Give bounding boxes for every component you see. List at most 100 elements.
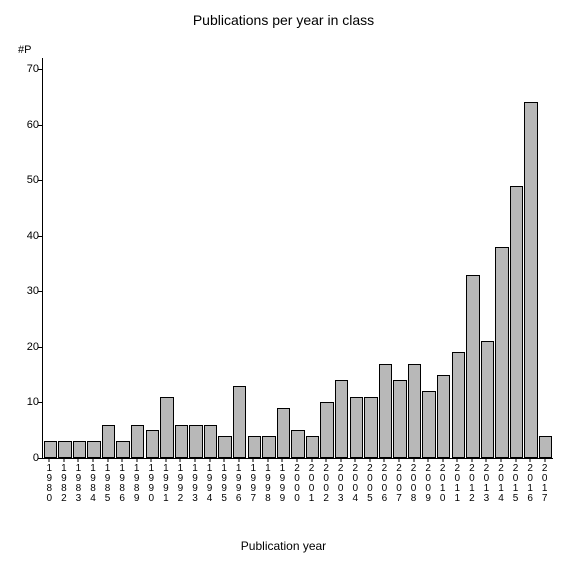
bar [350,397,363,458]
x-tick-label: 1 9 9 7 [251,464,257,504]
x-tick-label: 1 9 8 9 [134,464,140,504]
x-tick-mark [224,458,225,462]
x-tick-mark [340,458,341,462]
x-tick-label: 1 9 9 0 [149,464,155,504]
x-tick-mark [413,458,414,462]
bar [175,425,188,458]
bar [335,380,348,458]
y-tick-mark [38,291,43,292]
y-tick-mark [38,125,43,126]
x-tick-mark [165,458,166,462]
bar [306,436,319,458]
bar [131,425,144,458]
bar [262,436,275,458]
x-tick-label: 1 9 8 3 [76,464,82,504]
x-tick-mark [93,458,94,462]
bar [452,352,465,458]
bar [510,186,523,458]
chart-container: Publications per year in class #P 010203… [0,0,567,567]
bar [539,436,552,458]
x-tick-mark [515,458,516,462]
bar [524,102,537,458]
x-tick-label: 2 0 0 3 [338,464,344,504]
x-tick-mark [49,458,50,462]
x-axis-label: Publication year [0,539,567,553]
y-tick-mark [38,402,43,403]
x-tick-mark [136,458,137,462]
bar [87,441,100,458]
x-tick-mark [180,458,181,462]
bar [189,425,202,458]
bar [364,397,377,458]
y-tick-label: 0 [13,452,39,464]
x-tick-label: 1 9 8 5 [105,464,111,504]
y-axis-label: #P [18,44,31,56]
x-tick-label: 1 9 9 5 [221,464,227,504]
x-tick-mark [369,458,370,462]
bar [44,441,57,458]
x-tick-label: 1 9 8 6 [119,464,125,504]
x-tick-label: 2 0 0 1 [309,464,315,504]
x-tick-mark [544,458,545,462]
x-tick-mark [428,458,429,462]
y-tick-mark [38,236,43,237]
x-tick-label: 2 0 1 1 [455,464,461,504]
bars-group [43,58,553,458]
bar [393,380,406,458]
x-tick-label: 1 9 9 9 [280,464,286,504]
plot-area: 010203040506070 [42,58,553,459]
x-tick-mark [63,458,64,462]
x-tick-mark [209,458,210,462]
x-tick-mark [122,458,123,462]
x-tick-label: 2 0 1 3 [484,464,490,504]
x-tick-mark [78,458,79,462]
x-tick-label: 1 9 9 4 [207,464,213,504]
x-tick-label: 1 9 9 3 [192,464,198,504]
x-tick-label: 2 0 0 0 [294,464,300,504]
y-tick-label: 70 [13,63,39,75]
x-tick-label: 2 0 1 6 [527,464,533,504]
bar [277,408,290,458]
x-tick-label: 2 0 1 4 [498,464,504,504]
x-tick-mark [238,458,239,462]
bar [437,375,450,458]
x-tick-label: 2 0 0 5 [367,464,373,504]
chart-title: Publications per year in class [0,12,567,28]
y-tick-label: 10 [13,396,39,408]
x-tick-mark [471,458,472,462]
bar [73,441,86,458]
x-tick-mark [457,458,458,462]
x-tick-mark [399,458,400,462]
bar [320,402,333,458]
x-tick-mark [384,458,385,462]
x-tick-mark [355,458,356,462]
x-tick-label: 2 0 1 2 [469,464,475,504]
y-tick-mark [38,347,43,348]
x-tick-label: 1 9 9 8 [265,464,271,504]
x-tick-mark [267,458,268,462]
y-tick-mark [38,458,43,459]
bar [160,397,173,458]
x-tick-label: 2 0 1 0 [440,464,446,504]
x-tick-label: 1 9 8 2 [61,464,67,504]
bar [379,364,392,458]
x-tick-mark [486,458,487,462]
x-tick-label: 2 0 0 9 [425,464,431,504]
x-tick-mark [326,458,327,462]
x-tick-mark [195,458,196,462]
bar [102,425,115,458]
x-tick-mark [253,458,254,462]
x-tick-label: 2 0 0 2 [323,464,329,504]
x-tick-label: 2 0 0 4 [353,464,359,504]
bar [116,441,129,458]
y-tick-label: 20 [13,341,39,353]
x-tick-mark [501,458,502,462]
bar [58,441,71,458]
bar [204,425,217,458]
bar [481,341,494,458]
x-tick-mark [282,458,283,462]
bar [408,364,421,458]
bar [291,430,304,458]
bar [233,386,246,458]
x-tick-mark [442,458,443,462]
